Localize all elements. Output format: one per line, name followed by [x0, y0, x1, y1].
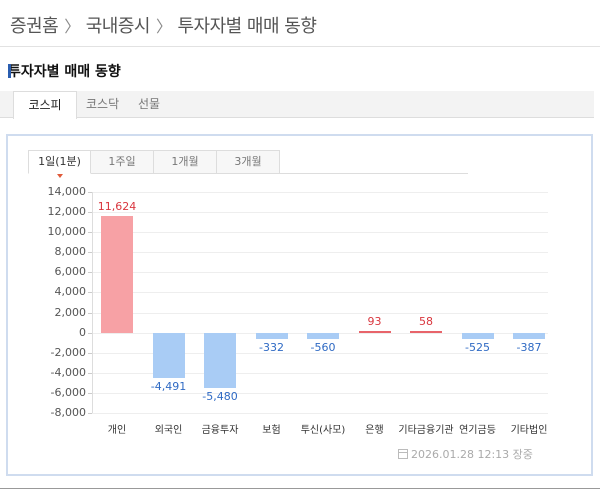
- y-axis-label: 10,000: [47, 225, 87, 239]
- chevron-right-icon: 〉: [64, 17, 80, 36]
- tab-kospi[interactable]: 코스피: [13, 91, 77, 119]
- y-tick: [88, 372, 92, 374]
- bar-8[interactable]: [513, 332, 545, 339]
- tab-kosdaq[interactable]: 코스닥: [86, 97, 120, 111]
- breadcrumb: 증권홈 〉 국내증시 〉 투자자별 매매 동향: [10, 12, 317, 38]
- y-axis-label: 2,000: [54, 305, 87, 319]
- y-tick: [88, 232, 92, 234]
- y-tick: [88, 312, 92, 314]
- value-label: -5,480: [202, 389, 238, 403]
- gridline: [92, 392, 548, 394]
- value-label: -4,491: [150, 379, 187, 393]
- gridline: [92, 372, 548, 374]
- y-axis-label: 12,000: [47, 205, 87, 219]
- bar-0[interactable]: [101, 215, 133, 333]
- x-axis-label: 보험: [262, 425, 281, 436]
- gridline: [92, 312, 548, 314]
- x-axis-label: 금융투자: [201, 425, 239, 436]
- value-label: -525: [465, 340, 490, 354]
- period-tabs: 1일(1분) 1주일 1개월 3개월: [28, 150, 468, 178]
- y-axis-label: 14,000: [47, 185, 87, 198]
- y-axis-label: -4,000: [50, 365, 86, 379]
- divider: [0, 46, 600, 47]
- value-label: 58: [419, 314, 433, 328]
- x-axis-label: 기타금융기관: [398, 425, 454, 436]
- x-axis-label: 기타법인: [510, 425, 548, 436]
- gridline: [92, 232, 548, 234]
- y-tick: [88, 292, 92, 294]
- gridline: [92, 212, 548, 214]
- bar-5[interactable]: [358, 330, 391, 333]
- value-label: -387: [516, 340, 542, 354]
- y-axis-label: 6,000: [54, 265, 87, 279]
- value-label: 93: [367, 314, 382, 328]
- value-label: -560: [310, 340, 336, 354]
- y-tick: [88, 352, 92, 354]
- y-axis-label: 8,000: [54, 245, 87, 259]
- y-axis-label: -8,000: [50, 406, 86, 419]
- bar-7[interactable]: [461, 332, 494, 339]
- y-axis-label: 0: [79, 325, 86, 339]
- x-axis-label: 외국인: [154, 425, 183, 436]
- tab-futures[interactable]: 선물: [138, 97, 161, 111]
- bar-6[interactable]: [410, 330, 442, 333]
- breadcrumb-item-current: 투자자별 매매 동향: [177, 16, 317, 37]
- y-tick: [88, 392, 92, 394]
- calendar-icon: [398, 449, 408, 459]
- gridline: [92, 413, 548, 414]
- section-title-text: 투자자별 매매 동향: [8, 64, 121, 80]
- x-axis-label: 은행: [365, 425, 384, 436]
- timestamp: 2026.01.28 12:13 장중: [398, 446, 533, 462]
- caret-down-icon: [57, 174, 63, 178]
- gridline: [92, 272, 548, 274]
- y-axis-label: -2,000: [50, 345, 86, 359]
- tab-period-1week[interactable]: 1주일: [91, 150, 154, 174]
- tab-period-1day[interactable]: 1일(1분): [28, 150, 91, 178]
- bar-2[interactable]: [204, 332, 236, 388]
- x-axis-label: 투신(사모): [300, 425, 346, 436]
- value-label: -332: [259, 340, 284, 354]
- y-tick: [88, 413, 92, 414]
- title-accent-bar: [8, 64, 11, 78]
- bar-1[interactable]: [152, 332, 185, 378]
- y-axis-label: -6,000: [50, 385, 86, 399]
- y-tick: [88, 212, 92, 214]
- tab-period-1month[interactable]: 1개월: [154, 150, 217, 174]
- market-tabs: 코스피 코스닥 선물: [0, 91, 594, 119]
- tab-period-3month[interactable]: 3개월: [217, 150, 280, 174]
- bar-4[interactable]: [307, 332, 339, 339]
- x-axis-label: 연기금등: [459, 425, 496, 436]
- y-tick: [88, 272, 92, 274]
- breadcrumb-item-domestic[interactable]: 국내증시: [85, 16, 151, 37]
- section-title: 투자자별 매매 동향: [8, 61, 121, 81]
- timestamp-text: 2026.01.28 12:13 장중: [411, 448, 533, 461]
- y-axis-label: 4,000: [54, 285, 87, 299]
- breadcrumb-item-home[interactable]: 증권홈: [10, 16, 59, 37]
- divider: [0, 488, 600, 489]
- bar-3[interactable]: [255, 332, 288, 339]
- y-axis: [92, 192, 93, 413]
- chevron-right-icon: 〉: [155, 17, 172, 36]
- y-tick: [88, 252, 92, 254]
- value-label: 11,624: [97, 199, 137, 213]
- x-axis-label: 개인: [107, 425, 127, 436]
- gridline: [92, 252, 548, 254]
- gridline: [92, 352, 548, 354]
- gridline: [92, 292, 548, 294]
- y-tick: [88, 192, 92, 193]
- y-tick: [88, 332, 92, 334]
- gridline: [92, 192, 548, 193]
